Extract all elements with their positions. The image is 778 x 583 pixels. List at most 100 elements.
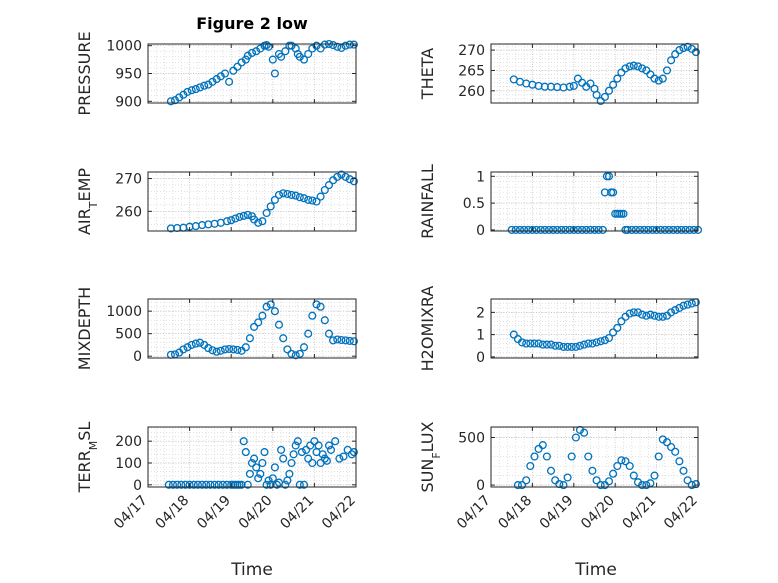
data-point [173, 480, 182, 489]
data-point [324, 181, 334, 190]
x-tick-label: 04/22 [661, 493, 701, 533]
data-point [617, 68, 626, 77]
data-point [270, 69, 279, 78]
x-tick-label: 04/20 [236, 493, 276, 533]
axes-box [490, 426, 699, 488]
data-point [683, 42, 692, 51]
x-axis-label-right: Time [574, 560, 617, 580]
data-point [254, 218, 263, 227]
data-point [600, 92, 609, 101]
data-point [231, 214, 240, 223]
data-point [677, 225, 686, 234]
data-point [185, 480, 194, 489]
data-point [604, 333, 614, 343]
data-point [538, 340, 547, 349]
data-point [584, 339, 593, 348]
data-point [266, 202, 275, 211]
data-point [287, 458, 296, 468]
data-point [220, 69, 230, 78]
data-point [241, 448, 250, 457]
data-point [277, 52, 286, 61]
data-point [341, 336, 350, 345]
data-point [250, 322, 259, 331]
data-point [644, 225, 653, 234]
data-point [652, 225, 661, 234]
data-point [526, 461, 535, 471]
data-point [270, 307, 279, 316]
y-tick-label: 270 [458, 43, 485, 59]
data-point [291, 351, 300, 360]
x-tick-label: 04/19 [194, 493, 234, 533]
panel-terr-msl: 0 100 200 04/17 04/18 04/19 04/20 04/21 04/22 TER… [75, 422, 359, 533]
y-axis-label: H2OMIXRA [418, 286, 437, 372]
y-tick-label: 0 [133, 478, 142, 494]
data-point [650, 311, 659, 320]
data-point [233, 62, 242, 71]
data-point [640, 225, 649, 234]
data-point [613, 323, 622, 332]
data-point [513, 481, 522, 490]
data-point [592, 476, 601, 485]
data-point [187, 86, 196, 95]
data-point [299, 343, 309, 352]
panel-pressure: 900 950 1000 PRESSURE [75, 31, 358, 116]
data-point [559, 342, 568, 351]
data-point [250, 454, 259, 463]
data-point [195, 338, 205, 347]
data-point [179, 345, 188, 354]
data-point [326, 445, 336, 454]
data-point [584, 452, 593, 461]
data-point [314, 441, 323, 450]
plot-area [148, 299, 356, 358]
data-point [189, 480, 198, 489]
data-point [247, 458, 257, 468]
data-point [586, 79, 595, 88]
data-point [333, 335, 342, 344]
data-point [650, 74, 659, 83]
data-point [181, 480, 190, 489]
y-axis-label: PRESSURE [75, 31, 94, 115]
data-point [335, 454, 344, 463]
data-point [349, 448, 358, 457]
data-point [264, 476, 273, 485]
data-point [571, 433, 580, 442]
y-tick-label: 1000 [106, 304, 142, 320]
data-point [578, 78, 587, 87]
data-point [349, 40, 358, 49]
y-tick-label: 500 [115, 327, 142, 343]
data-point [642, 66, 651, 75]
data-point [625, 461, 634, 471]
data-point [316, 192, 325, 201]
data-point [210, 480, 219, 489]
data-point [530, 452, 539, 461]
data-point [679, 466, 688, 475]
panel-theta: 260 265 270 THETA [418, 42, 700, 106]
data-point [629, 61, 638, 70]
data-point [243, 210, 252, 219]
data-point [279, 334, 288, 343]
y-tick-label: 265 [458, 63, 485, 79]
data-point [183, 343, 192, 352]
data-point [220, 345, 230, 354]
x-tick-label: 04/20 [578, 493, 618, 533]
data-point [507, 225, 516, 234]
data-point [532, 225, 541, 234]
data-point [329, 41, 338, 50]
data-point [202, 480, 211, 489]
data-point [262, 480, 271, 489]
axes-box [147, 426, 357, 488]
data-point [279, 189, 288, 198]
panel-mixdepth: 0 500 1000 MIXDEPTH [75, 287, 358, 370]
data-point [287, 349, 296, 358]
data-point [679, 301, 688, 310]
data-point [227, 216, 236, 225]
data-point [648, 225, 657, 234]
data-point [299, 480, 309, 489]
data-point [667, 56, 676, 65]
data-point [642, 311, 651, 320]
data-point [619, 209, 628, 218]
data-point [671, 447, 680, 456]
figure-title: Figure 2 low [196, 14, 308, 33]
data-point [329, 336, 338, 345]
data-point [345, 175, 354, 184]
